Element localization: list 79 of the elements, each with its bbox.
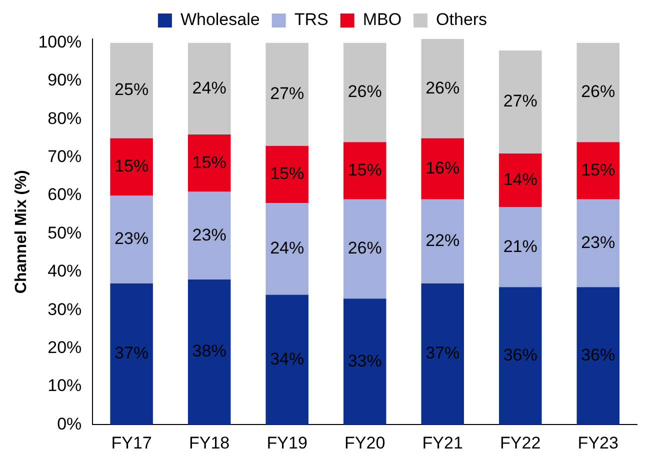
y-tick-label: 60% xyxy=(48,185,82,204)
data-label: 15% xyxy=(270,164,304,184)
data-label: 23% xyxy=(114,229,149,248)
y-tick-label: 100% xyxy=(38,32,82,52)
data-label: 15% xyxy=(114,156,149,176)
data-label: 37% xyxy=(426,344,460,363)
data-label: 36% xyxy=(581,346,616,365)
bar xyxy=(188,42,231,134)
data-label: 34% xyxy=(270,349,304,368)
bar xyxy=(343,298,386,425)
legend-label: TRS xyxy=(294,10,328,30)
data-label: 37% xyxy=(114,344,149,363)
x-tick-label: FY18 xyxy=(189,433,230,452)
y-axis-title: Channel Mix (%) xyxy=(13,170,30,294)
y-tick-label: 80% xyxy=(48,108,82,128)
data-label: 33% xyxy=(348,351,382,370)
x-tick-label: FY23 xyxy=(578,433,618,452)
y-tick-label: 40% xyxy=(48,262,82,281)
bar xyxy=(110,42,153,138)
x-tick-label: FY21 xyxy=(422,433,463,452)
x-tick-label: FY17 xyxy=(111,433,152,452)
data-label: 24% xyxy=(270,238,304,258)
bar xyxy=(266,294,308,425)
data-label: 36% xyxy=(503,346,538,365)
bar xyxy=(343,42,386,142)
legend-label: Others xyxy=(436,10,488,30)
x-tick-label: FY19 xyxy=(266,433,308,452)
data-label: 15% xyxy=(581,160,616,180)
data-label: 26% xyxy=(426,78,460,98)
data-label: 27% xyxy=(270,84,304,104)
bar xyxy=(188,280,231,425)
bar xyxy=(266,42,308,146)
data-label: 27% xyxy=(503,92,538,111)
x-tick-label: FY20 xyxy=(344,433,386,452)
bar xyxy=(421,39,464,138)
data-label: 25% xyxy=(114,80,149,100)
bar xyxy=(110,138,153,196)
y-tick-label: 30% xyxy=(48,300,82,319)
bar xyxy=(343,199,386,299)
y-tick-label: 0% xyxy=(57,414,82,434)
bar xyxy=(498,50,542,154)
bar xyxy=(110,283,153,425)
bar xyxy=(576,199,620,288)
data-label: 38% xyxy=(192,342,226,361)
data-label: 26% xyxy=(581,82,616,102)
x-tick-label: FY22 xyxy=(500,433,541,452)
bar xyxy=(421,283,464,425)
data-label: 21% xyxy=(503,236,538,256)
data-label: 23% xyxy=(581,232,616,252)
bar xyxy=(576,42,620,142)
data-label: 15% xyxy=(348,160,382,180)
bar xyxy=(188,134,231,192)
bar xyxy=(576,142,620,200)
data-label: 22% xyxy=(426,231,460,250)
data-label: 26% xyxy=(348,238,382,258)
data-label: 24% xyxy=(192,78,226,98)
y-tick-label: 90% xyxy=(48,70,82,90)
y-tick-label: 10% xyxy=(48,376,82,396)
y-tick-label: 50% xyxy=(48,223,82,242)
bar xyxy=(266,146,308,204)
bar xyxy=(343,142,386,200)
y-tick-label: 70% xyxy=(48,147,82,166)
data-label: 15% xyxy=(192,152,226,172)
legend-label: Wholesale xyxy=(180,10,260,30)
legend-label: MBO xyxy=(362,10,402,30)
bar xyxy=(110,196,153,284)
y-tick-label: 20% xyxy=(48,338,82,357)
bar xyxy=(266,203,308,295)
bar xyxy=(421,199,464,284)
bar xyxy=(498,154,542,207)
bar xyxy=(498,206,542,288)
data-label: 14% xyxy=(503,170,538,189)
data-label: 23% xyxy=(192,225,226,244)
data-label: 26% xyxy=(348,82,382,102)
bar xyxy=(188,192,231,280)
data-label: 16% xyxy=(426,158,460,178)
bar xyxy=(498,287,542,425)
bar xyxy=(576,287,620,425)
bar xyxy=(421,138,464,200)
